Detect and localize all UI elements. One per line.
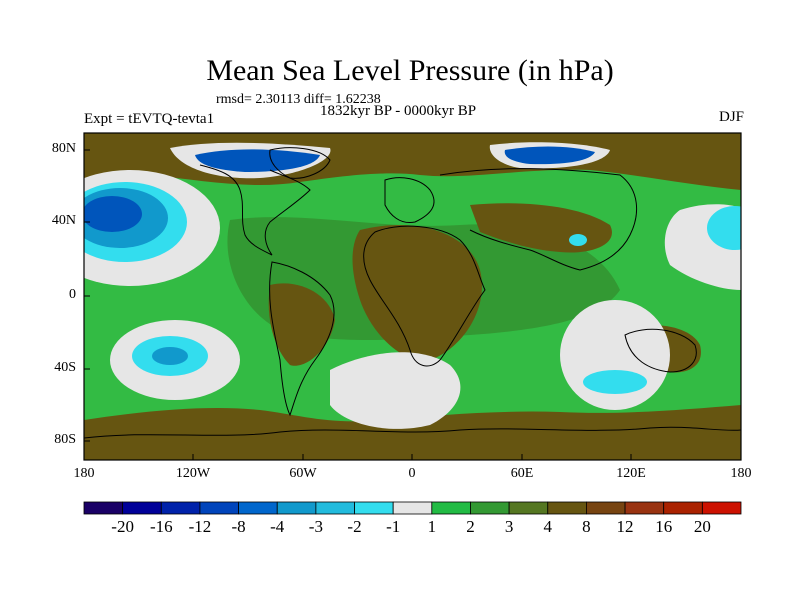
colorbar-swatch (355, 502, 394, 514)
lon-label: 180 (711, 466, 771, 482)
colorbar-swatch (432, 502, 471, 514)
lat-label: 40S (46, 360, 76, 376)
south-atlantic-white (330, 352, 460, 429)
colorbar-swatch (625, 502, 664, 514)
colorbar-swatch (239, 502, 278, 514)
colorbar-label: 3 (489, 517, 529, 537)
colorbar-swatch (200, 502, 239, 514)
colorbar-label: 12 (605, 517, 645, 537)
colorbar-swatch (84, 502, 123, 514)
colorbar-swatch (702, 502, 741, 514)
lon-label: 60E (492, 466, 552, 482)
colorbar (84, 502, 741, 514)
lat-label: 80S (46, 432, 76, 448)
colorbar-swatch (123, 502, 162, 514)
colorbar-label: -16 (141, 517, 181, 537)
tibet-low (569, 234, 587, 246)
colorbar-label: -12 (180, 517, 220, 537)
colorbar-label: 4 (528, 517, 568, 537)
south-pacific-low-2 (152, 347, 188, 365)
south-indian-low (583, 370, 647, 394)
colorbar-label: 20 (682, 517, 722, 537)
colorbar-label: 1 (412, 517, 452, 537)
colorbar-label: 16 (644, 517, 684, 537)
lat-label: 40N (46, 213, 76, 229)
colorbar-label: 8 (566, 517, 606, 537)
colorbar-swatch (277, 502, 316, 514)
lon-label: 60W (273, 466, 333, 482)
lon-label: 0 (382, 466, 442, 482)
lat-label: 80N (46, 141, 76, 157)
colorbar-swatch (161, 502, 200, 514)
colorbar-swatch (664, 502, 703, 514)
north-pacific-low-3 (82, 196, 142, 232)
colorbar-swatch (509, 502, 548, 514)
colorbar-swatch (586, 502, 625, 514)
colorbar-swatch (548, 502, 587, 514)
lat-label: 0 (46, 287, 76, 303)
lon-label: 120W (163, 466, 223, 482)
lon-label: 120E (601, 466, 661, 482)
colorbar-swatch (470, 502, 509, 514)
colorbar-swatch (393, 502, 432, 514)
colorbar-swatch (316, 502, 355, 514)
colorbar-label: -8 (219, 517, 259, 537)
colorbar-label: -20 (103, 517, 143, 537)
pressure-map (0, 0, 800, 600)
lon-label: 180 (54, 466, 114, 482)
pressure-field (40, 133, 763, 460)
colorbar-label: -1 (373, 517, 413, 537)
colorbar-label: -2 (335, 517, 375, 537)
colorbar-label: -4 (257, 517, 297, 537)
colorbar-label: -3 (296, 517, 336, 537)
colorbar-label: 2 (450, 517, 490, 537)
east-pacific-low (707, 206, 763, 250)
